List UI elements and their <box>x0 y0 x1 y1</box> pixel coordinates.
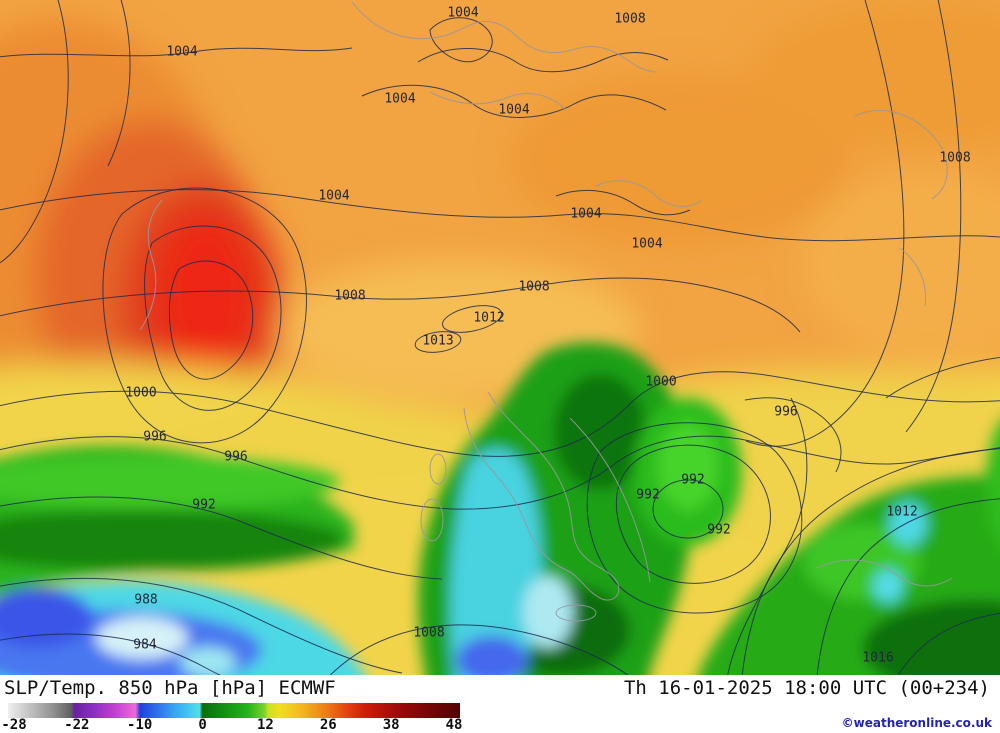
weather-map: 1004 1008 1004 1004 1004 1008 1004 1004 1004 1008… <box>0 0 1000 675</box>
chart-title: SLP/Temp. 850 hPa [hPa] ECMWF <box>4 677 336 699</box>
legend-tick-label: 38 <box>382 717 400 733</box>
valid-time-label: Th 16-01-2025 18:00 UTC (00+234) <box>623 677 990 699</box>
footer-titles: SLP/Temp. 850 hPa [hPa] ECMWF Th 16-01-2… <box>0 675 1000 699</box>
legend-bar <box>8 703 460 718</box>
legend-tick-label: 12 <box>256 717 274 733</box>
legend-tick-label: 26 <box>319 717 337 733</box>
legend-tick-label: 0 <box>198 717 207 733</box>
legend-tick-label: -22 <box>64 717 90 733</box>
temperature-field-cool <box>0 342 1000 675</box>
legend-tick-label: 48 <box>445 717 463 733</box>
weather-map-canvas <box>0 0 1000 675</box>
legend-tick-label: -28 <box>1 717 27 733</box>
copyright-link[interactable]: ©weatheronline.co.uk <box>841 716 992 730</box>
chart-footer: SLP/Temp. 850 hPa [hPa] ECMWF Th 16-01-2… <box>0 675 1000 733</box>
coastlines <box>139 1 953 622</box>
legend-tick-label: -10 <box>127 717 153 733</box>
legend-ticks: -28 -22 -10 0 12 26 38 48 <box>0 717 480 733</box>
pressure-contours <box>0 0 1000 675</box>
